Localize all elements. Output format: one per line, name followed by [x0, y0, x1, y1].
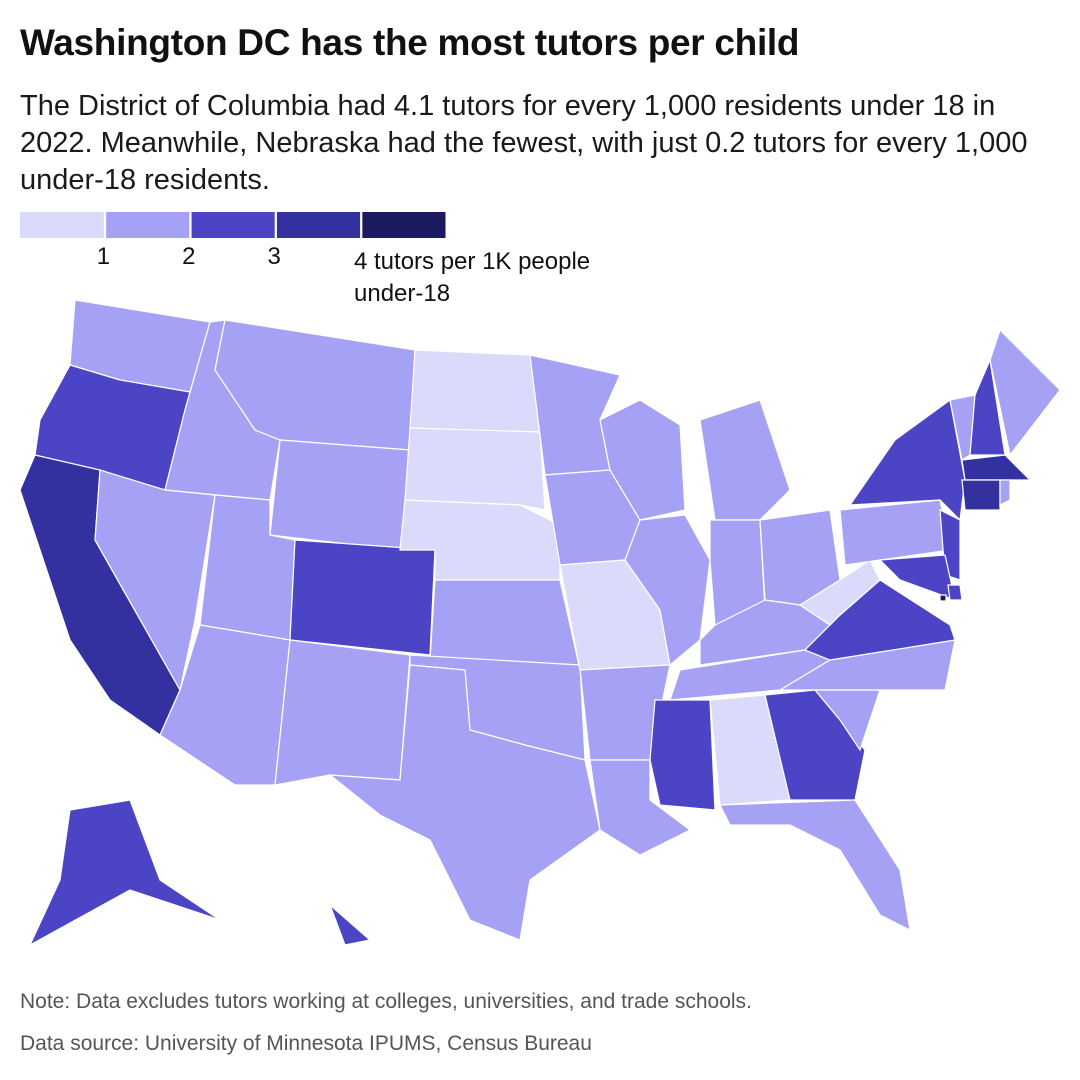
region — [999, 479, 1011, 506]
region — [848, 398, 966, 522]
legend-swatch — [20, 212, 104, 238]
region — [328, 664, 601, 941]
region — [699, 399, 791, 521]
legend-tick-label: 2 — [182, 243, 195, 270]
legend-label: 4 tutors per 1K people under-18 — [354, 248, 591, 307]
region — [649, 699, 716, 811]
region — [529, 354, 621, 476]
region — [839, 499, 951, 566]
region — [429, 579, 581, 671]
region — [274, 639, 411, 786]
legend-tick-label: 1 — [97, 243, 110, 270]
region — [409, 349, 541, 433]
region — [939, 594, 947, 602]
region — [269, 439, 411, 551]
region — [961, 479, 1001, 511]
region — [947, 584, 963, 601]
subtitle: The District of Columbia had 4.1 tutors … — [20, 90, 1028, 196]
note: Note: Data excludes tutors working at co… — [20, 990, 752, 1013]
region — [94, 469, 216, 692]
region — [764, 689, 866, 801]
region — [404, 427, 546, 511]
legend-swatch — [276, 212, 361, 238]
title: Washington DC has the most tutors per ch… — [20, 22, 800, 63]
legend-swatch — [105, 212, 190, 238]
legend-swatch — [361, 212, 446, 238]
region — [599, 399, 686, 521]
region — [28, 799, 221, 947]
region — [989, 328, 1061, 457]
region — [329, 904, 372, 946]
region — [961, 454, 1032, 481]
region — [289, 539, 436, 656]
source: Data source: University of Minnesota IPU… — [20, 1032, 592, 1055]
legend-swatch — [190, 212, 275, 238]
legend-tick-label: 3 — [268, 243, 281, 270]
region — [624, 514, 711, 667]
region — [719, 799, 911, 932]
